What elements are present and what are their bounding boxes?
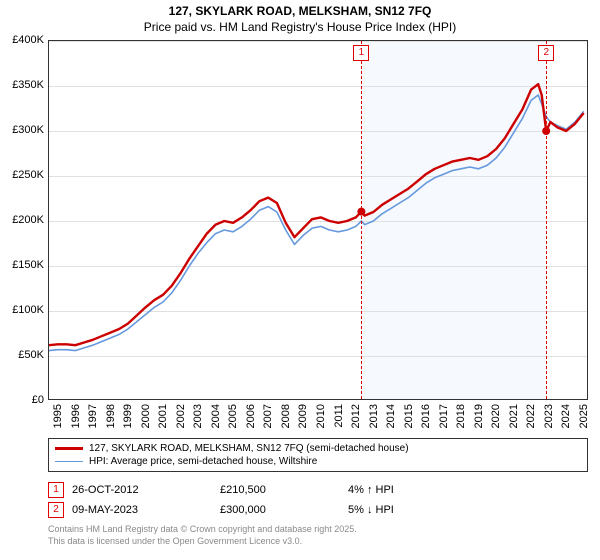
chart-title-line1: 127, SKYLARK ROAD, MELKSHAM, SN12 7FQ — [0, 0, 600, 20]
y-tick-label: £50K — [2, 349, 44, 361]
y-tick-label: £150K — [2, 259, 44, 271]
legend-swatch-hpi — [55, 461, 83, 463]
x-tick-label: 2023 — [543, 404, 555, 428]
x-tick-label: 2002 — [175, 404, 187, 428]
x-tick-label: 2006 — [245, 404, 257, 428]
x-tick-label: 2003 — [192, 404, 204, 428]
x-tick-label: 2024 — [560, 404, 572, 428]
sale-vertical-line — [546, 41, 547, 399]
footer-line-1: Contains HM Land Registry data © Crown c… — [48, 524, 357, 536]
legend-row-property: 127, SKYLARK ROAD, MELKSHAM, SN12 7FQ (s… — [55, 442, 581, 455]
line-hpi — [49, 95, 584, 351]
legend-row-hpi: HPI: Average price, semi-detached house,… — [55, 455, 581, 468]
x-tick-label: 2014 — [385, 404, 397, 428]
chart-container: 127, SKYLARK ROAD, MELKSHAM, SN12 7FQ Pr… — [0, 0, 600, 560]
plot-wrap: 12 £0£50K£100K£150K£200K£250K£300K£350K£… — [48, 40, 588, 400]
line-svg — [49, 41, 589, 401]
legend: 127, SKYLARK ROAD, MELKSHAM, SN12 7FQ (s… — [48, 438, 588, 472]
sale-date: 26-OCT-2012 — [72, 484, 212, 496]
sale-marker-box: 2 — [538, 45, 554, 61]
sale-vertical-line — [361, 41, 362, 399]
line-property — [49, 84, 584, 345]
sale-delta: 4% ↑ HPI — [348, 484, 468, 496]
sale-marker-box: 1 — [48, 482, 64, 498]
x-tick-label: 2000 — [140, 404, 152, 428]
sale-date: 09-MAY-2023 — [72, 504, 212, 516]
x-tick-label: 2011 — [333, 404, 345, 428]
x-tick-label: 2020 — [490, 404, 502, 428]
x-tick-label: 1997 — [87, 404, 99, 428]
y-tick-label: £300K — [2, 124, 44, 136]
legend-label-property: 127, SKYLARK ROAD, MELKSHAM, SN12 7FQ (s… — [89, 443, 409, 454]
sales-table: 1 26-OCT-2012 £210,500 4% ↑ HPI 2 09-MAY… — [48, 480, 588, 520]
x-tick-label: 2022 — [525, 404, 537, 428]
legend-swatch-property — [55, 447, 83, 449]
chart-title-line2: Price paid vs. HM Land Registry's House … — [0, 20, 600, 36]
footer-line-2: This data is licensed under the Open Gov… — [48, 536, 357, 548]
y-tick-label: £400K — [2, 34, 44, 46]
x-tick-label: 2019 — [473, 404, 485, 428]
x-tick-label: 2009 — [297, 404, 309, 428]
x-tick-label: 1996 — [70, 404, 82, 428]
sale-marker-box: 2 — [48, 502, 64, 518]
y-tick-label: £0 — [2, 394, 44, 406]
x-tick-label: 2018 — [455, 404, 467, 428]
x-tick-label: 2010 — [315, 404, 327, 428]
legend-label-hpi: HPI: Average price, semi-detached house,… — [89, 456, 317, 467]
x-tick-label: 2025 — [578, 404, 590, 428]
x-tick-label: 2021 — [508, 404, 520, 428]
sale-marker-box: 1 — [353, 45, 369, 61]
x-tick-label: 2013 — [368, 404, 380, 428]
plot-area: 12 — [48, 40, 588, 400]
x-tick-label: 2005 — [227, 404, 239, 428]
x-tick-label: 1995 — [52, 404, 64, 428]
y-tick-label: £200K — [2, 214, 44, 226]
x-tick-label: 1999 — [122, 404, 134, 428]
x-tick-label: 1998 — [105, 404, 117, 428]
x-tick-label: 2007 — [262, 404, 274, 428]
y-tick-label: £350K — [2, 79, 44, 91]
x-tick-label: 2008 — [280, 404, 292, 428]
x-tick-label: 2016 — [420, 404, 432, 428]
footer: Contains HM Land Registry data © Crown c… — [48, 524, 357, 547]
y-tick-label: £250K — [2, 169, 44, 181]
x-tick-label: 2001 — [157, 404, 169, 428]
sale-row: 1 26-OCT-2012 £210,500 4% ↑ HPI — [48, 480, 588, 500]
y-tick-label: £100K — [2, 304, 44, 316]
sale-price: £300,000 — [220, 504, 340, 516]
x-tick-label: 2004 — [210, 404, 222, 428]
sale-row: 2 09-MAY-2023 £300,000 5% ↓ HPI — [48, 500, 588, 520]
sale-delta: 5% ↓ HPI — [348, 504, 468, 516]
sale-price: £210,500 — [220, 484, 340, 496]
x-tick-label: 2017 — [438, 404, 450, 428]
x-tick-label: 2015 — [403, 404, 415, 428]
x-tick-label: 2012 — [350, 404, 362, 428]
